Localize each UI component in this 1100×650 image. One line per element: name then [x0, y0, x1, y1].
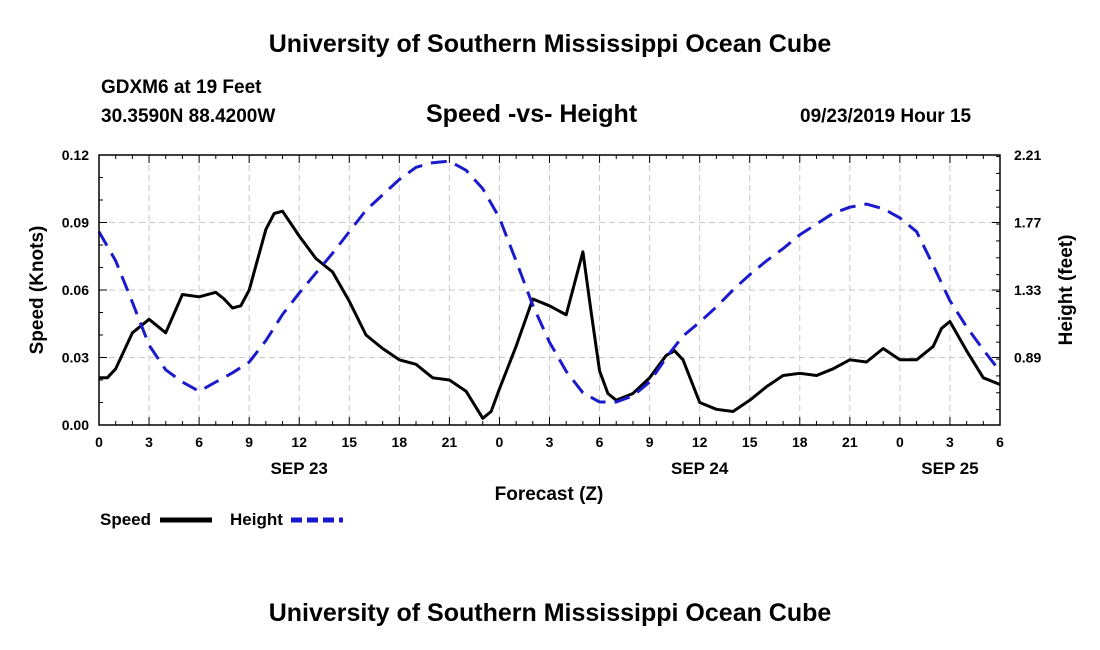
- x-tick-label: 9: [646, 434, 654, 450]
- x-tick-label: 6: [596, 434, 604, 450]
- x-tick-label: 6: [996, 434, 1004, 450]
- y2-tick-label: 0.89: [1014, 350, 1041, 366]
- x-tick-label: 3: [546, 434, 554, 450]
- y-tick-label: 0.12: [62, 147, 89, 163]
- x-tick-label: 3: [946, 434, 954, 450]
- x-tick-label: 21: [842, 434, 858, 450]
- date-label: SEP 24: [671, 459, 729, 478]
- chart-title: Speed -vs- Height: [426, 100, 638, 128]
- x-tick-label: 21: [442, 434, 458, 450]
- x-tick-label: 15: [341, 434, 357, 450]
- speed-series-line: [99, 209, 1001, 420]
- x-tick-label: 3: [145, 434, 153, 450]
- y-tick-label: 0.03: [62, 350, 89, 366]
- y2-tick-label: 1.77: [1014, 215, 1041, 231]
- x-tick-label: 0: [95, 434, 103, 450]
- date-label: SEP 23: [271, 459, 328, 478]
- x-tick-label: 18: [392, 434, 408, 450]
- x-tick-label: 0: [496, 434, 504, 450]
- grid: [99, 155, 1000, 425]
- x-tick-label: 12: [692, 434, 708, 450]
- x-tick-label: 18: [792, 434, 808, 450]
- date-label: SEP 25: [921, 459, 978, 478]
- x-axis-label: Forecast (Z): [495, 484, 604, 505]
- y-axis-label: Speed (Knots): [27, 226, 48, 355]
- axes: 0 3 6 9 12 15 18 21 0 3 6 9 12 15 18 21 0 3 6 0.00 0.03 0.06 0…: [62, 147, 1042, 478]
- y-tick-label: 0.09: [62, 215, 89, 231]
- x-tick-label: 9: [245, 434, 253, 450]
- legend-height-label: Height: [230, 510, 283, 529]
- height-series-line: [97, 159, 1002, 404]
- y2-tick-label: 2.21: [1014, 147, 1041, 163]
- y-tick-label: 0.06: [62, 282, 89, 298]
- y2-tick-label: 1.33: [1014, 282, 1041, 298]
- x-tick-label: 12: [291, 434, 307, 450]
- forecast-datetime: 09/23/2019 Hour 15: [800, 106, 972, 127]
- y-tick-label: 0.00: [62, 417, 89, 433]
- legend-speed-label: Speed: [100, 510, 151, 529]
- series-layer: [97, 159, 1002, 420]
- x-tick-label: 15: [742, 434, 758, 450]
- coordinates-label: 30.3590N 88.4200W: [101, 106, 276, 127]
- legend: Speed Height: [100, 510, 343, 529]
- y2-axis-label: Height (feet): [1056, 235, 1077, 346]
- page-title: University of Southern Mississippi Ocean…: [268, 30, 832, 58]
- x-tick-label: 6: [195, 434, 203, 450]
- x-tick-label: 0: [896, 434, 904, 450]
- station-label: GDXM6 at 19 Feet: [101, 77, 262, 98]
- footer-title: University of Southern Mississippi Ocean…: [268, 599, 832, 627]
